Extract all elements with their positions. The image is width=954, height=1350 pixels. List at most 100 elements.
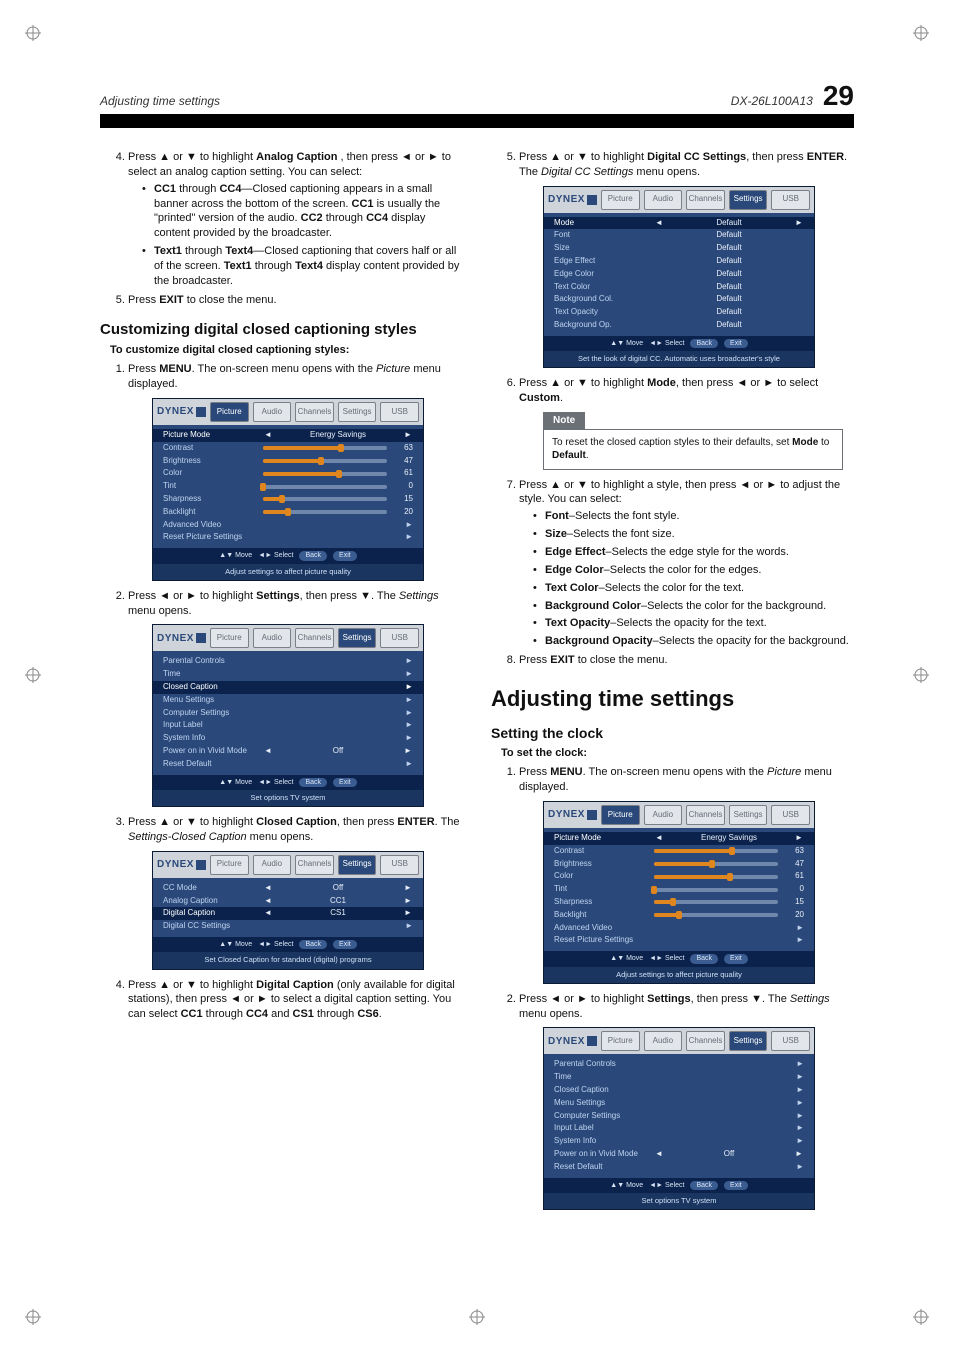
text: through bbox=[203, 1008, 246, 1020]
text-italic: Digital CC Settings bbox=[541, 166, 633, 178]
text-bold: Background Opacity bbox=[545, 635, 653, 647]
text-italic: Settings bbox=[399, 590, 439, 602]
text: menu opens. bbox=[128, 605, 192, 617]
content-columns: Press ▲ or ▼ to highlight Analog Caption… bbox=[100, 148, 854, 1218]
bullet-item: Background Color–Selects the color for t… bbox=[545, 599, 854, 614]
osd-cc-menu: DYNEXPictureAudioChannelsSettingsUSBCC M… bbox=[152, 851, 424, 970]
text: menu opens. bbox=[247, 831, 314, 843]
note-body: To reset the closed caption styles to th… bbox=[543, 429, 843, 470]
right-column: Press ▲ or ▼ to highlight Digital CC Set… bbox=[491, 148, 854, 1218]
text: . bbox=[586, 450, 589, 461]
task-heading: To customize digital closed captioning s… bbox=[110, 343, 463, 358]
text-bold: Analog Caption bbox=[256, 151, 337, 163]
step-item: Press ▲ or ▼ to highlight Closed Caption… bbox=[128, 815, 463, 969]
text: Press ▲ or ▼ to highlight bbox=[128, 151, 256, 163]
text: through bbox=[176, 183, 219, 195]
text: through bbox=[252, 260, 295, 272]
text: Press ▲ or ▼ to highlight bbox=[128, 979, 256, 991]
step-item: Press MENU. The on-screen menu opens wit… bbox=[128, 362, 463, 580]
text: Press bbox=[519, 654, 550, 666]
text-italic: Settings bbox=[790, 993, 830, 1005]
page: Adjusting time settings DX-26L100A13 29 … bbox=[0, 0, 954, 1350]
text-bold: CC1 bbox=[352, 198, 374, 210]
step-item: Press ▲ or ▼ to highlight a style, then … bbox=[519, 478, 854, 649]
text-bold: Digital Caption bbox=[256, 979, 334, 991]
step-item: Press MENU. The on-screen menu opens wit… bbox=[519, 765, 854, 983]
text: menu opens. bbox=[519, 1008, 583, 1020]
bullet-list: Font–Selects the font style. Size–Select… bbox=[519, 509, 854, 649]
bullet-item: Background Opacity–Selects the opacity f… bbox=[545, 634, 854, 649]
text: , then press ▼. The bbox=[691, 993, 790, 1005]
bullet-item: Text1 through Text4—Closed captioning th… bbox=[154, 244, 463, 289]
text: to bbox=[818, 437, 829, 448]
text: Press bbox=[128, 363, 159, 375]
text: through bbox=[314, 1008, 357, 1020]
step-item: Press ▲ or ▼ to highlight Mode, then pre… bbox=[519, 376, 854, 469]
crop-mark-icon bbox=[25, 1309, 41, 1325]
text: through bbox=[182, 245, 225, 257]
text: , then press bbox=[337, 816, 398, 828]
text: and bbox=[268, 1008, 292, 1020]
step-list: Press ▲ or ▼ to highlight Digital CC Set… bbox=[501, 150, 854, 668]
text: . The on-screen menu opens with the bbox=[583, 766, 767, 778]
step-item: Press ▲ or ▼ to highlight Digital Captio… bbox=[128, 978, 463, 1023]
step-item: Press ▲ or ▼ to highlight Digital CC Set… bbox=[519, 150, 854, 368]
text: . bbox=[379, 1008, 382, 1020]
left-column: Press ▲ or ▼ to highlight Analog Caption… bbox=[100, 148, 463, 1218]
text: –Selects the color for the background. bbox=[641, 600, 826, 612]
text: , then press bbox=[746, 151, 807, 163]
text-bold: MENU bbox=[550, 766, 582, 778]
text-bold: Background Color bbox=[545, 600, 641, 612]
text-bold: Mode bbox=[647, 377, 676, 389]
osd-picture-menu: DYNEXPictureAudioChannelsSettingsUSBPict… bbox=[152, 398, 424, 581]
step-item: Press ◄ or ► to highlight Settings, then… bbox=[519, 992, 854, 1210]
text: . The on-screen menu opens with the bbox=[192, 363, 376, 375]
text: Press ◄ or ► to highlight bbox=[519, 993, 647, 1005]
text-bold: CC4 bbox=[219, 183, 241, 195]
text-bold: CC1 bbox=[154, 183, 176, 195]
crop-mark-icon bbox=[469, 1309, 485, 1325]
text: –Selects the edge style for the words. bbox=[606, 546, 789, 558]
bullet-item: Font–Selects the font style. bbox=[545, 509, 854, 524]
text-bold: CS6 bbox=[357, 1008, 378, 1020]
text: –Selects the color for the text. bbox=[599, 582, 745, 594]
section-heading: Customizing digital closed captioning st… bbox=[100, 321, 463, 339]
text-bold: Custom bbox=[519, 392, 560, 404]
osd-settings-menu: DYNEXPictureAudioChannelsSettingsUSBPare… bbox=[152, 624, 424, 807]
text-bold: Settings bbox=[256, 590, 299, 602]
text-bold: EXIT bbox=[550, 654, 574, 666]
text-bold: CC1 bbox=[181, 1008, 203, 1020]
text: Press ▲ or ▼ to highlight bbox=[128, 816, 256, 828]
crop-mark-icon bbox=[25, 667, 41, 683]
bullet-item: CC1 through CC4—Closed captioning appear… bbox=[154, 182, 463, 241]
task-heading: To set the clock: bbox=[501, 746, 854, 761]
text: . bbox=[560, 392, 563, 404]
osd-dcc-menu: DYNEXPictureAudioChannelsSettingsUSBMode… bbox=[543, 186, 815, 369]
text-bold: ENTER bbox=[397, 816, 434, 828]
bullet-item: Size–Selects the font size. bbox=[545, 527, 854, 542]
text: –Selects the opacity for the background. bbox=[653, 635, 849, 647]
crop-mark-icon bbox=[913, 25, 929, 41]
text-bold: CC4 bbox=[366, 212, 388, 224]
text: , then press ◄ or ► to select bbox=[676, 377, 818, 389]
osd-picture-menu: DYNEXPictureAudioChannelsSettingsUSBPict… bbox=[543, 801, 815, 984]
text-bold: Text4 bbox=[295, 260, 323, 272]
crop-mark-icon bbox=[913, 1309, 929, 1325]
text-italic: Picture bbox=[767, 766, 801, 778]
note-label: Note bbox=[543, 412, 585, 430]
note-box: Note To reset the closed caption styles … bbox=[543, 412, 843, 470]
text: Press ▲ or ▼ to highlight bbox=[519, 377, 647, 389]
text-bold: CS1 bbox=[293, 1008, 314, 1020]
text-bold: Edge Effect bbox=[545, 546, 606, 558]
text: Press bbox=[128, 294, 159, 306]
text-italic: Settings-Closed Caption bbox=[128, 831, 247, 843]
header-left: Adjusting time settings bbox=[100, 94, 220, 108]
text-bold: Text4 bbox=[225, 245, 253, 257]
text-bold: Mode bbox=[792, 437, 818, 448]
bullet-item: Text Color–Selects the color for the tex… bbox=[545, 581, 854, 596]
text-bold: Closed Caption bbox=[256, 816, 337, 828]
crop-mark-icon bbox=[25, 25, 41, 41]
step-item: Press EXIT to close the menu. bbox=[128, 293, 463, 308]
text: Press ◄ or ► to highlight bbox=[128, 590, 256, 602]
osd-settings-menu: DYNEXPictureAudioChannelsSettingsUSBPare… bbox=[543, 1027, 815, 1210]
